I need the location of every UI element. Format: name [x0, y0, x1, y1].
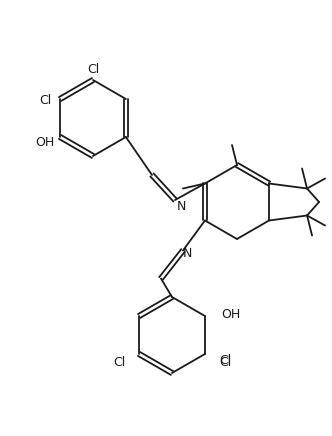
Text: Cl: Cl — [113, 355, 125, 368]
Text: N: N — [176, 200, 186, 212]
Text: Cl: Cl — [219, 354, 231, 367]
Text: Cl: Cl — [219, 355, 231, 368]
Text: OH: OH — [221, 307, 240, 320]
Text: OH: OH — [36, 136, 55, 149]
Text: Cl: Cl — [39, 93, 51, 106]
Text: N: N — [182, 247, 192, 260]
Text: Cl: Cl — [87, 62, 99, 75]
